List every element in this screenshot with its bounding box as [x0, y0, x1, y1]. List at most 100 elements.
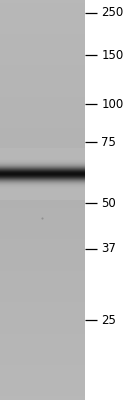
Bar [0, 47, 85, 48]
Bar [0, 113, 85, 114]
Bar [0, 68, 85, 69]
Bar [0, 152, 85, 196]
Bar [0, 186, 85, 187]
Bar [0, 273, 85, 274]
Bar [0, 32, 85, 33]
Bar [0, 130, 85, 131]
Bar [0, 340, 85, 341]
Bar [0, 151, 85, 152]
Bar [0, 98, 85, 99]
Bar [0, 90, 85, 91]
Bar [0, 10, 85, 11]
Bar [0, 237, 85, 238]
Bar [0, 154, 85, 194]
Bar [0, 315, 85, 316]
Bar [0, 155, 85, 193]
Bar [0, 290, 85, 291]
Bar [0, 42, 85, 43]
Bar [0, 4, 85, 5]
Bar [0, 280, 85, 281]
Bar [0, 152, 85, 196]
Bar [0, 149, 85, 150]
Bar [0, 368, 85, 369]
Bar [0, 104, 85, 105]
Bar [0, 362, 85, 363]
Bar [0, 338, 85, 339]
Bar [0, 302, 85, 303]
Bar [0, 96, 85, 97]
Bar [0, 369, 85, 370]
Bar [0, 197, 85, 198]
Bar [0, 323, 85, 324]
Bar [0, 336, 85, 337]
Bar [0, 184, 85, 185]
Bar [0, 33, 85, 34]
Bar [0, 1, 85, 2]
Bar [0, 343, 85, 344]
Bar [0, 230, 85, 231]
Bar [0, 246, 85, 247]
Bar [0, 312, 85, 313]
Bar [0, 182, 85, 183]
Bar [0, 101, 85, 102]
Bar [0, 313, 85, 314]
Bar [0, 63, 85, 64]
Bar [0, 105, 85, 106]
Bar [0, 233, 85, 234]
Bar [0, 0, 85, 1]
Bar [0, 168, 85, 180]
Bar [0, 66, 85, 67]
Bar [0, 148, 85, 200]
Bar [0, 278, 85, 279]
Bar [0, 149, 85, 199]
Bar [0, 363, 85, 364]
Bar [0, 399, 85, 400]
Bar [0, 353, 85, 354]
Bar [0, 394, 85, 395]
Bar [0, 263, 85, 264]
Bar [0, 141, 85, 142]
Bar [0, 226, 85, 227]
Bar [0, 381, 85, 382]
Bar [0, 332, 85, 333]
Bar [0, 200, 85, 201]
Bar [0, 205, 85, 206]
Bar [0, 380, 85, 381]
Bar [0, 79, 85, 80]
Bar [0, 234, 85, 235]
Bar [0, 218, 85, 219]
Bar [0, 18, 85, 19]
Bar [0, 74, 85, 75]
Bar [0, 341, 85, 342]
Bar [0, 99, 85, 100]
Bar [0, 23, 85, 24]
Bar [0, 164, 85, 165]
Bar [0, 65, 85, 66]
Bar [0, 133, 85, 134]
Bar [0, 291, 85, 292]
Bar [0, 170, 85, 178]
Bar [0, 92, 85, 93]
Bar [0, 37, 85, 38]
Bar [0, 78, 85, 79]
Bar [0, 190, 85, 191]
Bar [0, 292, 85, 293]
Bar [0, 162, 85, 186]
Bar [0, 124, 85, 125]
Bar [0, 13, 85, 14]
Bar [0, 131, 85, 132]
Bar [0, 326, 85, 327]
Bar [0, 350, 85, 351]
Bar [0, 30, 85, 31]
Bar [0, 172, 85, 176]
Bar [0, 156, 85, 192]
Bar [0, 153, 85, 195]
Bar [0, 193, 85, 194]
Bar [0, 75, 85, 76]
Bar [0, 305, 85, 306]
Bar [0, 385, 85, 386]
Bar [0, 121, 85, 122]
Bar [0, 169, 85, 179]
Bar [0, 147, 85, 148]
Bar [0, 254, 85, 255]
